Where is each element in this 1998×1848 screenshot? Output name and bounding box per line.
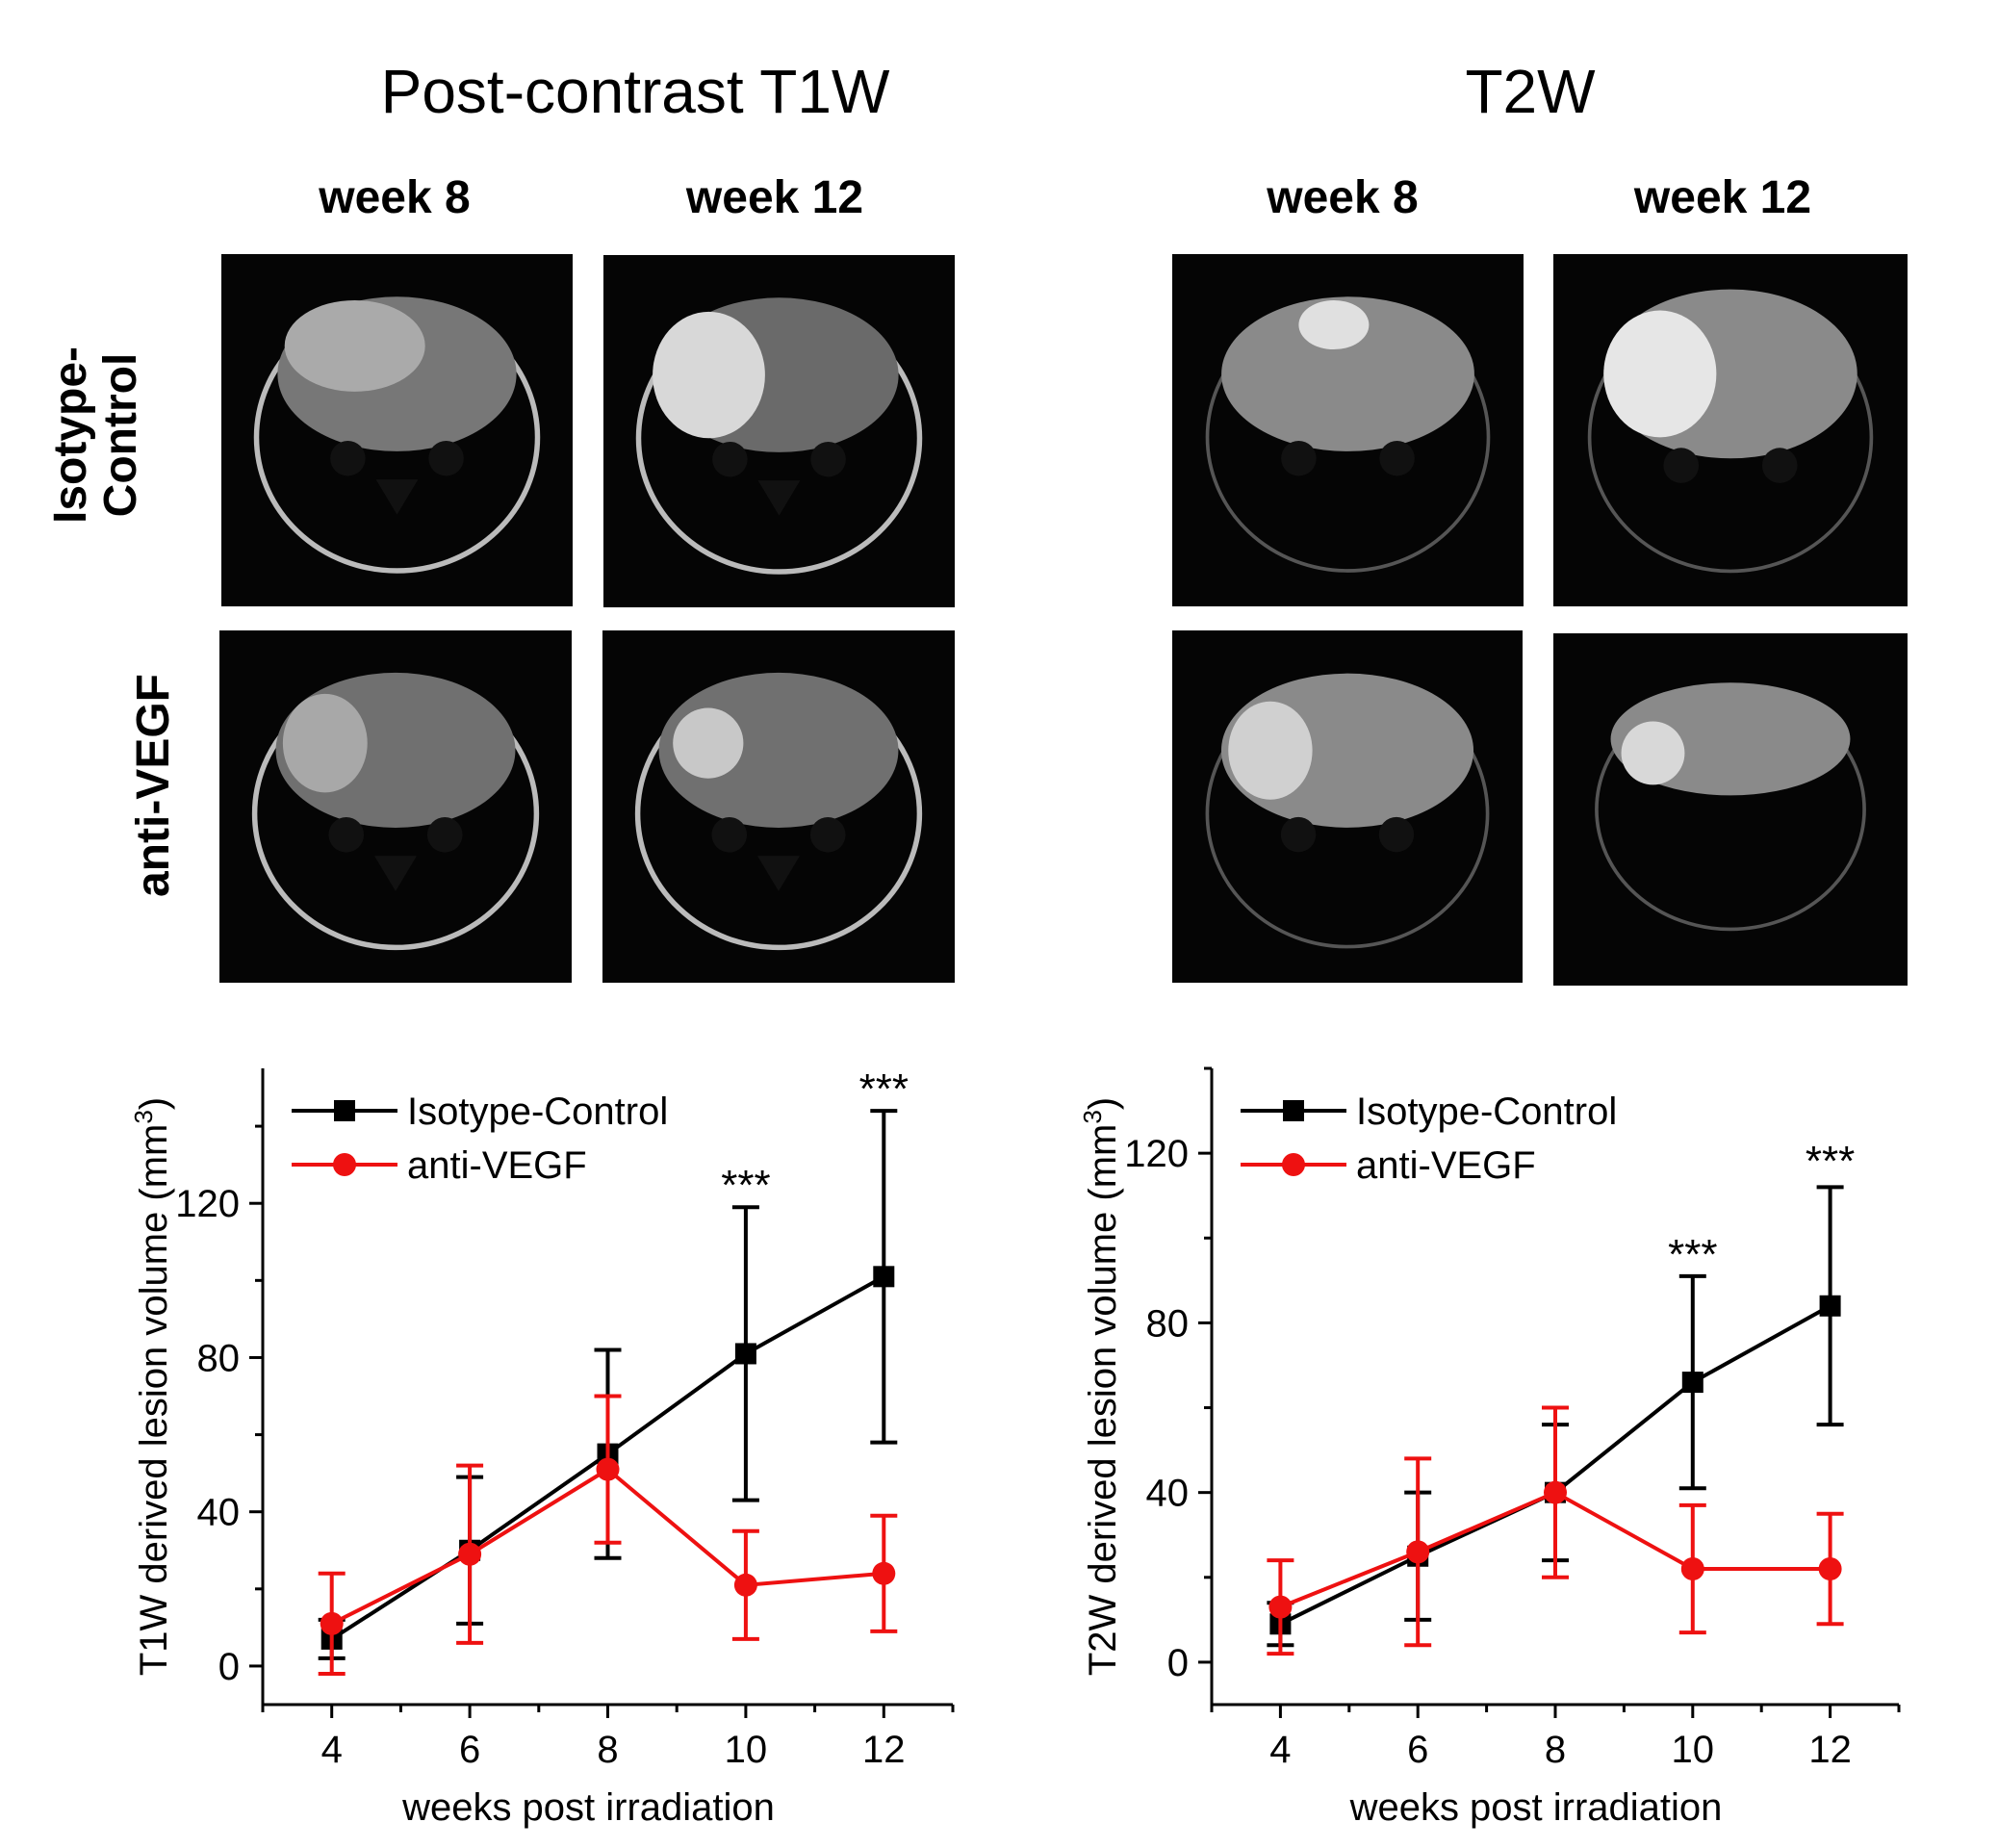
column-label-t2w-week8: week 8 — [1267, 172, 1419, 223]
x-tick-label: 4 — [1269, 1729, 1291, 1771]
data-point — [596, 1457, 620, 1481]
data-point — [1818, 1556, 1842, 1580]
x-tick-label: 6 — [1407, 1729, 1428, 1771]
series-anti-vegf — [1267, 1405, 1844, 1656]
legend: Isotype-Control anti-VEGF — [1241, 1091, 1617, 1187]
mri-t1w-isotype-week12 — [603, 255, 955, 607]
mri-brain-graphic — [634, 672, 923, 951]
column-label-t2w-week12: week 12 — [1633, 172, 1812, 223]
data-point — [872, 1561, 896, 1585]
significance-annotation: *** — [1668, 1231, 1717, 1278]
data-point — [1406, 1540, 1430, 1564]
y-axis-label-text: T2W derived lesion volume (mm — [1082, 1124, 1124, 1677]
y-tick-label: 40 — [197, 1492, 241, 1534]
series-isotype-control — [318, 1109, 898, 1660]
y-tick-label: 80 — [197, 1337, 241, 1379]
data-point — [1544, 1480, 1567, 1504]
mri-t2w-antivegf-week12 — [1553, 633, 1908, 986]
data-point — [734, 1343, 756, 1365]
mri-t2w-antivegf-week8 — [1172, 630, 1523, 983]
data-point — [1680, 1556, 1704, 1580]
legend-marker — [333, 1153, 356, 1176]
y-tick-label: 40 — [1146, 1473, 1190, 1515]
y-tick-label: 120 — [1124, 1133, 1189, 1175]
x-tick-label: 12 — [862, 1729, 906, 1771]
data-point — [458, 1542, 482, 1566]
y-tick-label: 0 — [218, 1646, 240, 1688]
y-axis-label-superscript: 3 — [1078, 1110, 1107, 1123]
y-tick-label: 120 — [175, 1183, 240, 1225]
x-tick-label: 12 — [1808, 1729, 1852, 1771]
x-axis-label: weeks post irradiation — [1349, 1786, 1723, 1829]
x-tick-label: 6 — [459, 1729, 480, 1771]
mri-t1w-antivegf-week8 — [219, 630, 572, 983]
y-axis-label: T2W derived lesion volume (mm3) — [1078, 1097, 1124, 1676]
significance-annotation: *** — [721, 1162, 770, 1209]
x-tick-label: 10 — [1672, 1729, 1715, 1771]
legend-marker — [334, 1100, 355, 1121]
legend-label: anti-VEGF — [1356, 1144, 1536, 1187]
panel-title-t2w: T2W — [1465, 57, 1596, 126]
data-point — [320, 1611, 344, 1635]
legend-label: anti-VEGF — [407, 1144, 587, 1187]
mri-brain-graphic — [1595, 682, 1866, 932]
y-axis-label: T1W derived lesion volume (mm3) — [129, 1097, 175, 1676]
mri-t1w-isotype-week8 — [221, 254, 573, 606]
row-label-isotype-control: Isotype- Control — [45, 281, 146, 589]
significance-annotation: *** — [1806, 1138, 1855, 1185]
x-tick-label: 10 — [725, 1729, 768, 1771]
data-point — [1819, 1295, 1841, 1317]
data-point — [873, 1266, 895, 1288]
significance-annotation: *** — [859, 1065, 909, 1113]
y-tick-label: 80 — [1146, 1302, 1190, 1345]
row-label-anti-vegf: anti-VEGF — [128, 674, 179, 898]
column-label-t1w-week8: week 8 — [319, 172, 471, 223]
mri-brain-graphic — [253, 296, 541, 574]
mri-t1w-antivegf-week12 — [602, 630, 955, 983]
mri-brain-graphic — [1205, 296, 1491, 573]
x-tick-label: 8 — [597, 1729, 618, 1771]
mri-brain-graphic — [635, 297, 923, 575]
y-axis-label-close: ) — [1082, 1097, 1124, 1110]
series-anti-vegf — [318, 1394, 898, 1676]
mri-brain-graphic — [1205, 673, 1490, 949]
panel-title-t1w: Post-contrast T1W — [380, 57, 890, 126]
column-label-t1w-week12: week 12 — [685, 172, 864, 223]
legend-marker — [1282, 1153, 1305, 1176]
x-tick-label: 8 — [1545, 1729, 1566, 1771]
row-label-isotype-line1: Isotype- — [45, 346, 96, 525]
y-axis-label-superscript: 3 — [129, 1110, 158, 1123]
row-label-isotype-line2: Control — [95, 352, 146, 518]
legend-label: Isotype-Control — [1356, 1091, 1617, 1133]
y-axis-label-text: T1W derived lesion volume (mm — [133, 1124, 175, 1677]
data-point — [1268, 1595, 1293, 1619]
data-point — [733, 1573, 757, 1597]
mri-brain-graphic — [1587, 289, 1874, 574]
mri-t2w-isotype-week8 — [1172, 254, 1524, 606]
y-tick-label: 0 — [1167, 1642, 1189, 1684]
x-axis-label: weeks post irradiation — [401, 1786, 775, 1829]
legend: Isotype-Control anti-VEGF — [292, 1091, 668, 1187]
x-tick-label: 4 — [321, 1729, 343, 1771]
mri-brain-graphic — [251, 672, 540, 951]
mri-t2w-isotype-week12 — [1553, 254, 1908, 606]
legend-label: Isotype-Control — [407, 1091, 668, 1133]
y-axis-label-close: ) — [133, 1097, 175, 1110]
legend-marker — [1283, 1100, 1304, 1121]
data-point — [1681, 1372, 1703, 1394]
